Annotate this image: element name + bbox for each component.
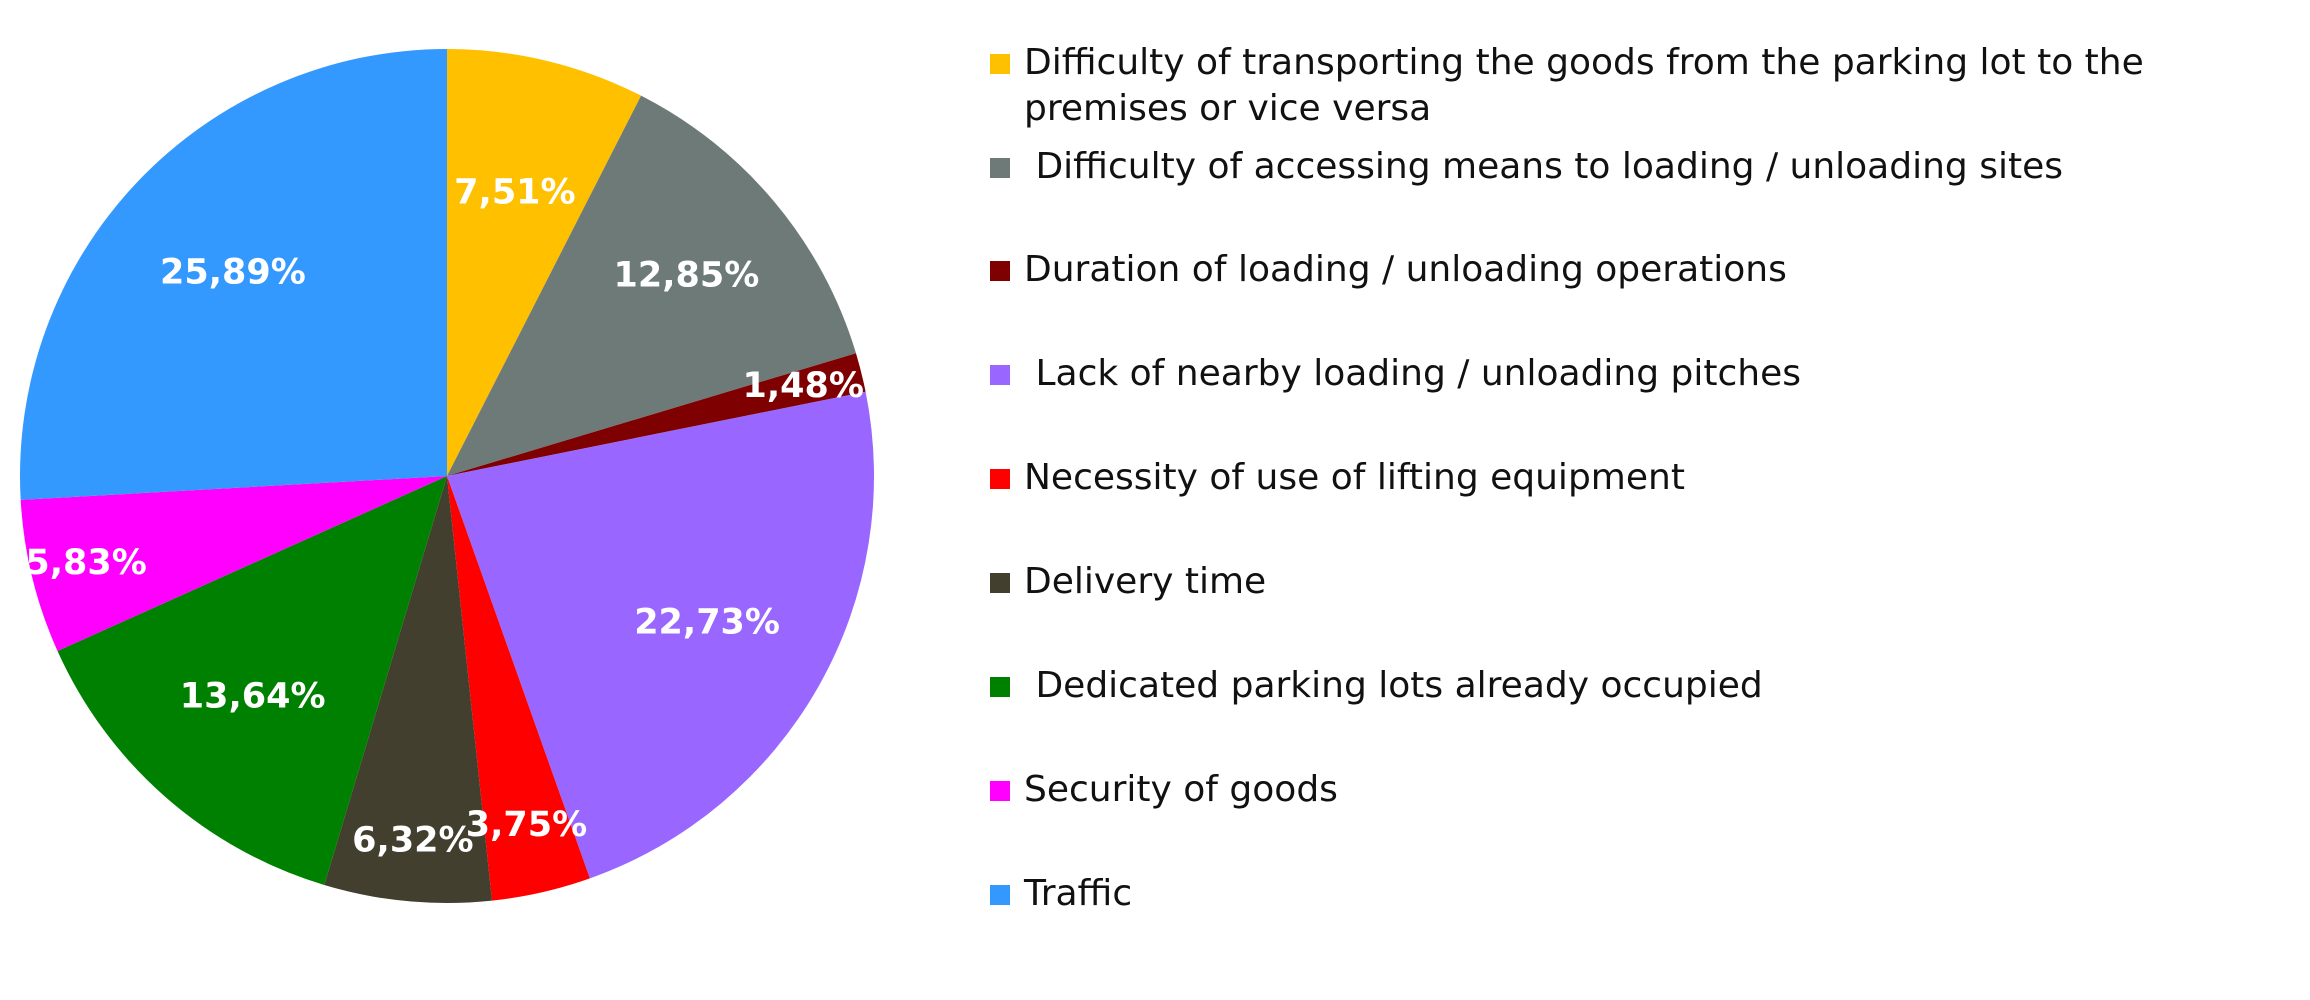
legend-item: Security of goods [990,767,2290,813]
pie-slice [57,476,447,885]
pie-slice [20,476,447,651]
legend-swatch [990,469,1010,489]
legend-item: Difficulty of transporting the goods fro… [990,40,2290,132]
pie-slice [324,476,492,903]
pie-value-label: 6,32% [352,821,473,861]
pie-value-labels: 7,51% 12,85% 1,48% 22,73% 3,75%6,32% 13,64% 5,… [25,173,864,861]
pie-value-label: 5,83% [25,543,146,583]
legend-label: Lack of nearby loading / unloading pitch… [1024,353,1802,394]
pie-value-label: 12,85% [614,255,760,295]
pie-chart: 7,51% 12,85% 1,48% 22,73% 3,75%6,32% 13,64% 5,… [20,49,874,903]
legend-label: Necessity of use of lifting equipment [1024,457,1685,498]
legend-label: Traffic [1024,873,1133,914]
legend-label: Difficulty of transporting the goods fro… [1024,42,2156,129]
pie-value-label: 25,89% [160,253,306,293]
legend-label: Difficulty of accessing means to loading… [1024,146,2063,187]
pie-slice [447,353,866,476]
pie-slice [447,476,590,901]
legend-item: Duration of loading / unloading operatio… [990,247,2290,293]
legend-item: Delivery time [990,559,2290,605]
legend-swatch [990,54,1010,74]
pie-slices [20,49,874,903]
legend-swatch [990,677,1010,697]
pie-slice [447,95,856,476]
legend-swatch [990,365,1010,385]
legend-swatch [990,885,1010,905]
pie-slice [447,49,642,476]
legend-item: Lack of nearby loading / unloading pitch… [990,351,2290,397]
legend-swatch [990,573,1010,593]
pie-slice [447,391,874,879]
pie-value-label: 7,51% [454,173,575,213]
legend-label: Duration of loading / unloading operatio… [1024,249,1787,290]
legend-swatch [990,781,1010,801]
legend-item: Difficulty of accessing means to loading… [990,144,2290,190]
legend-swatch [990,261,1010,281]
pie-value-label: 1,48% [742,366,863,406]
legend-item: Dedicated parking lots already occupied [990,663,2290,709]
legend-item: Traffic [990,871,2290,917]
legend-label: Delivery time [1024,561,1267,602]
legend-label: Security of goods [1024,769,1338,810]
pie-value-label: 13,64% [180,677,326,717]
pie-slice [20,49,447,500]
pie-value-label: 22,73% [634,602,780,642]
legend-item: Necessity of use of lifting equipment [990,455,2290,501]
pie-value-label: 3,75% [466,805,587,845]
legend-swatch [990,158,1010,178]
legend-label: Dedicated parking lots already occupied [1024,665,1763,706]
